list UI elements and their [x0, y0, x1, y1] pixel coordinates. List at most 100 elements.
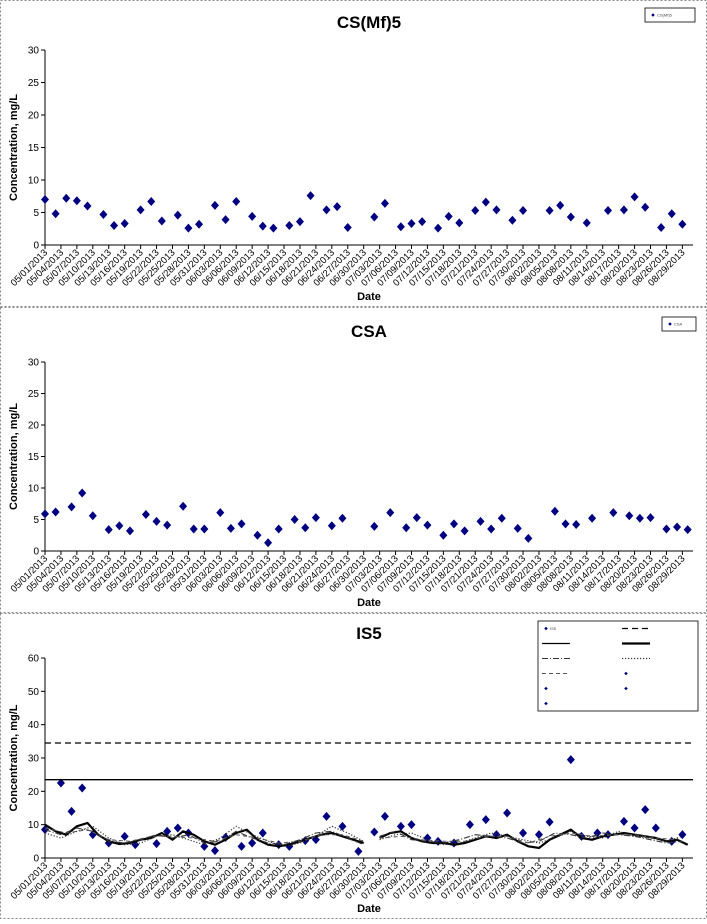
data-point [556, 200, 565, 210]
data-point [641, 202, 650, 212]
data-point [465, 820, 474, 830]
data-point [306, 191, 315, 201]
data-point [216, 508, 225, 518]
data-point [524, 533, 533, 543]
data-point [534, 830, 543, 840]
data-point [423, 520, 432, 530]
data-point [88, 511, 97, 521]
data-point [237, 519, 246, 529]
data-point [354, 846, 363, 856]
data-point [41, 509, 49, 519]
data-point [41, 195, 49, 204]
data-point [104, 525, 113, 535]
legend-box [644, 7, 696, 23]
data-point [221, 215, 230, 225]
y-tick-label: 15 [28, 143, 40, 154]
data-point [630, 192, 639, 202]
data-point [184, 223, 193, 233]
data-point [62, 193, 71, 203]
y-tick-label: 20 [28, 421, 40, 432]
data-point [51, 507, 60, 517]
data-point [120, 831, 129, 841]
data-point [604, 206, 613, 216]
series-line [44, 827, 678, 844]
data-point [189, 524, 198, 534]
data-point [550, 506, 559, 516]
data-point [449, 519, 458, 529]
data-point [163, 520, 172, 530]
data-point [41, 825, 49, 835]
data-point [657, 222, 666, 232]
y-tick-label: 10 [28, 176, 40, 187]
y-axis-label: Concentration, mg/L [8, 403, 20, 510]
data-point [322, 205, 331, 215]
data-point [173, 210, 182, 220]
data-point [370, 827, 379, 837]
data-point [471, 206, 480, 216]
data-point [51, 209, 60, 219]
data-point [667, 209, 676, 219]
y-tick-label: 30 [28, 754, 40, 765]
data-point [152, 839, 161, 849]
data-point [322, 811, 331, 821]
x-axis-label: Date [357, 903, 381, 915]
legend-swatch [544, 701, 548, 706]
data-point [635, 513, 644, 523]
data-point [545, 206, 554, 216]
data-point [78, 783, 87, 793]
data-point [157, 216, 166, 226]
data-point [195, 219, 204, 229]
data-point [566, 755, 575, 765]
data-point [200, 524, 209, 534]
data-point [503, 808, 512, 818]
data-point [120, 219, 129, 229]
data-point [380, 198, 389, 208]
data-point [619, 205, 628, 215]
panel-border [0, 307, 707, 613]
data-point [285, 221, 294, 230]
data-point [248, 838, 257, 848]
legend-swatch [624, 671, 628, 676]
panel-is5: IS5010203040506005/01/201305/04/201305/0… [0, 613, 707, 919]
y-tick-label: 10 [28, 820, 40, 831]
chart-title: CSA [351, 322, 387, 341]
data-point [572, 520, 581, 530]
data-point [439, 530, 448, 540]
data-point [619, 816, 628, 826]
data-point [434, 223, 443, 233]
data-point [561, 519, 570, 529]
data-point [237, 841, 246, 851]
data-point [646, 513, 655, 523]
data-point [269, 223, 278, 233]
data-point [418, 217, 427, 227]
data-point [609, 508, 618, 518]
y-tick-label: 15 [28, 452, 40, 463]
legend-swatch [624, 686, 628, 691]
legend-swatch [544, 686, 548, 691]
y-axis-label: Concentration, mg/L [8, 94, 20, 201]
data-point [72, 196, 81, 206]
panel-csa: CSA05101520253005/01/201305/04/201305/07… [0, 307, 707, 613]
data-point [327, 521, 336, 531]
y-tick-label: 30 [28, 46, 40, 57]
data-point [370, 521, 379, 531]
y-tick-label: 20 [28, 111, 40, 122]
y-tick-label: 60 [28, 654, 40, 665]
data-point [248, 211, 257, 221]
y-tick-label: 0 [33, 547, 39, 558]
data-point [264, 538, 273, 548]
data-point [678, 830, 687, 840]
data-point [232, 196, 241, 206]
y-tick-label: 40 [28, 720, 40, 731]
data-point [152, 516, 161, 526]
legend-box [661, 316, 697, 332]
data-point [290, 515, 299, 524]
data-point [625, 511, 634, 521]
panel-cs-mf-5: CS(Mf)505101520253005/01/201305/04/20130… [0, 0, 707, 307]
data-point [566, 212, 575, 222]
data-point [519, 828, 528, 838]
data-point [67, 502, 76, 512]
data-point [301, 523, 310, 533]
y-tick-label: 0 [33, 241, 39, 252]
y-tick-label: 30 [28, 358, 40, 369]
